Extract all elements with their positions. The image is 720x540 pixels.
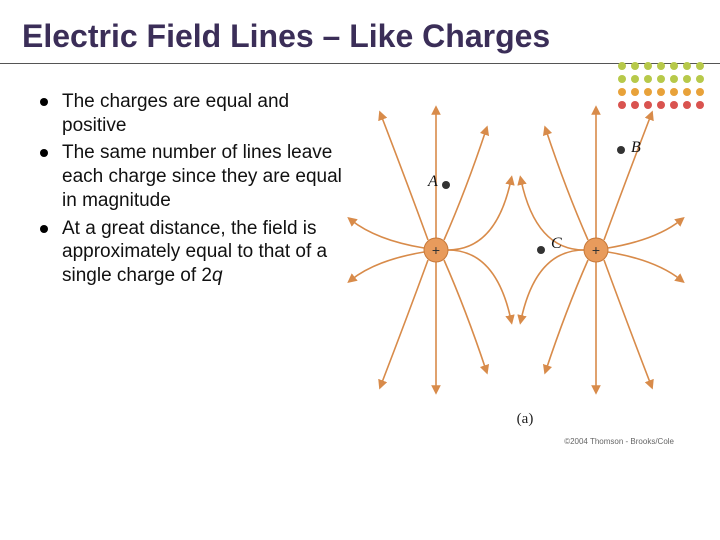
label-c: C — [551, 235, 562, 252]
decoration-dot — [644, 75, 652, 83]
bullet-item: At a great distance, the field is approx… — [36, 217, 346, 288]
plus-icon: + — [592, 242, 600, 258]
decoration-dot — [618, 75, 626, 83]
decoration-dot — [657, 62, 665, 70]
decoration-dot — [670, 62, 678, 70]
point-c — [537, 246, 545, 254]
decoration-dot — [644, 62, 652, 70]
decoration-dot — [618, 62, 626, 70]
content-row: The charges are equal and positive The s… — [0, 70, 720, 450]
decoration-dot — [631, 75, 639, 83]
bullet-item: The charges are equal and positive — [36, 90, 346, 138]
decoration-dot — [670, 75, 678, 83]
figure-credit: ©2004 Thomson - Brooks/Cole — [564, 437, 674, 446]
bullet-item: The same number of lines leave each char… — [36, 141, 346, 212]
label-b: B — [631, 139, 641, 156]
field-lines-diagram: + + A B C — [346, 90, 686, 410]
decoration-dot — [683, 75, 691, 83]
bullet-list: The charges are equal and positive The s… — [36, 90, 346, 450]
label-a: A — [427, 173, 438, 190]
plus-icon: + — [432, 242, 440, 258]
decoration-dot — [696, 62, 704, 70]
point-b — [617, 146, 625, 154]
figure-panel: + + A B C (a) ©2004 Thomson - Brooks/Col… — [346, 90, 704, 450]
decoration-dot — [631, 62, 639, 70]
slide-title: Electric Field Lines – Like Charges — [0, 0, 720, 64]
point-a — [442, 181, 450, 189]
decoration-dot — [657, 75, 665, 83]
figure-caption: (a) — [517, 411, 534, 428]
decoration-dot — [683, 62, 691, 70]
decoration-dot — [696, 75, 704, 83]
